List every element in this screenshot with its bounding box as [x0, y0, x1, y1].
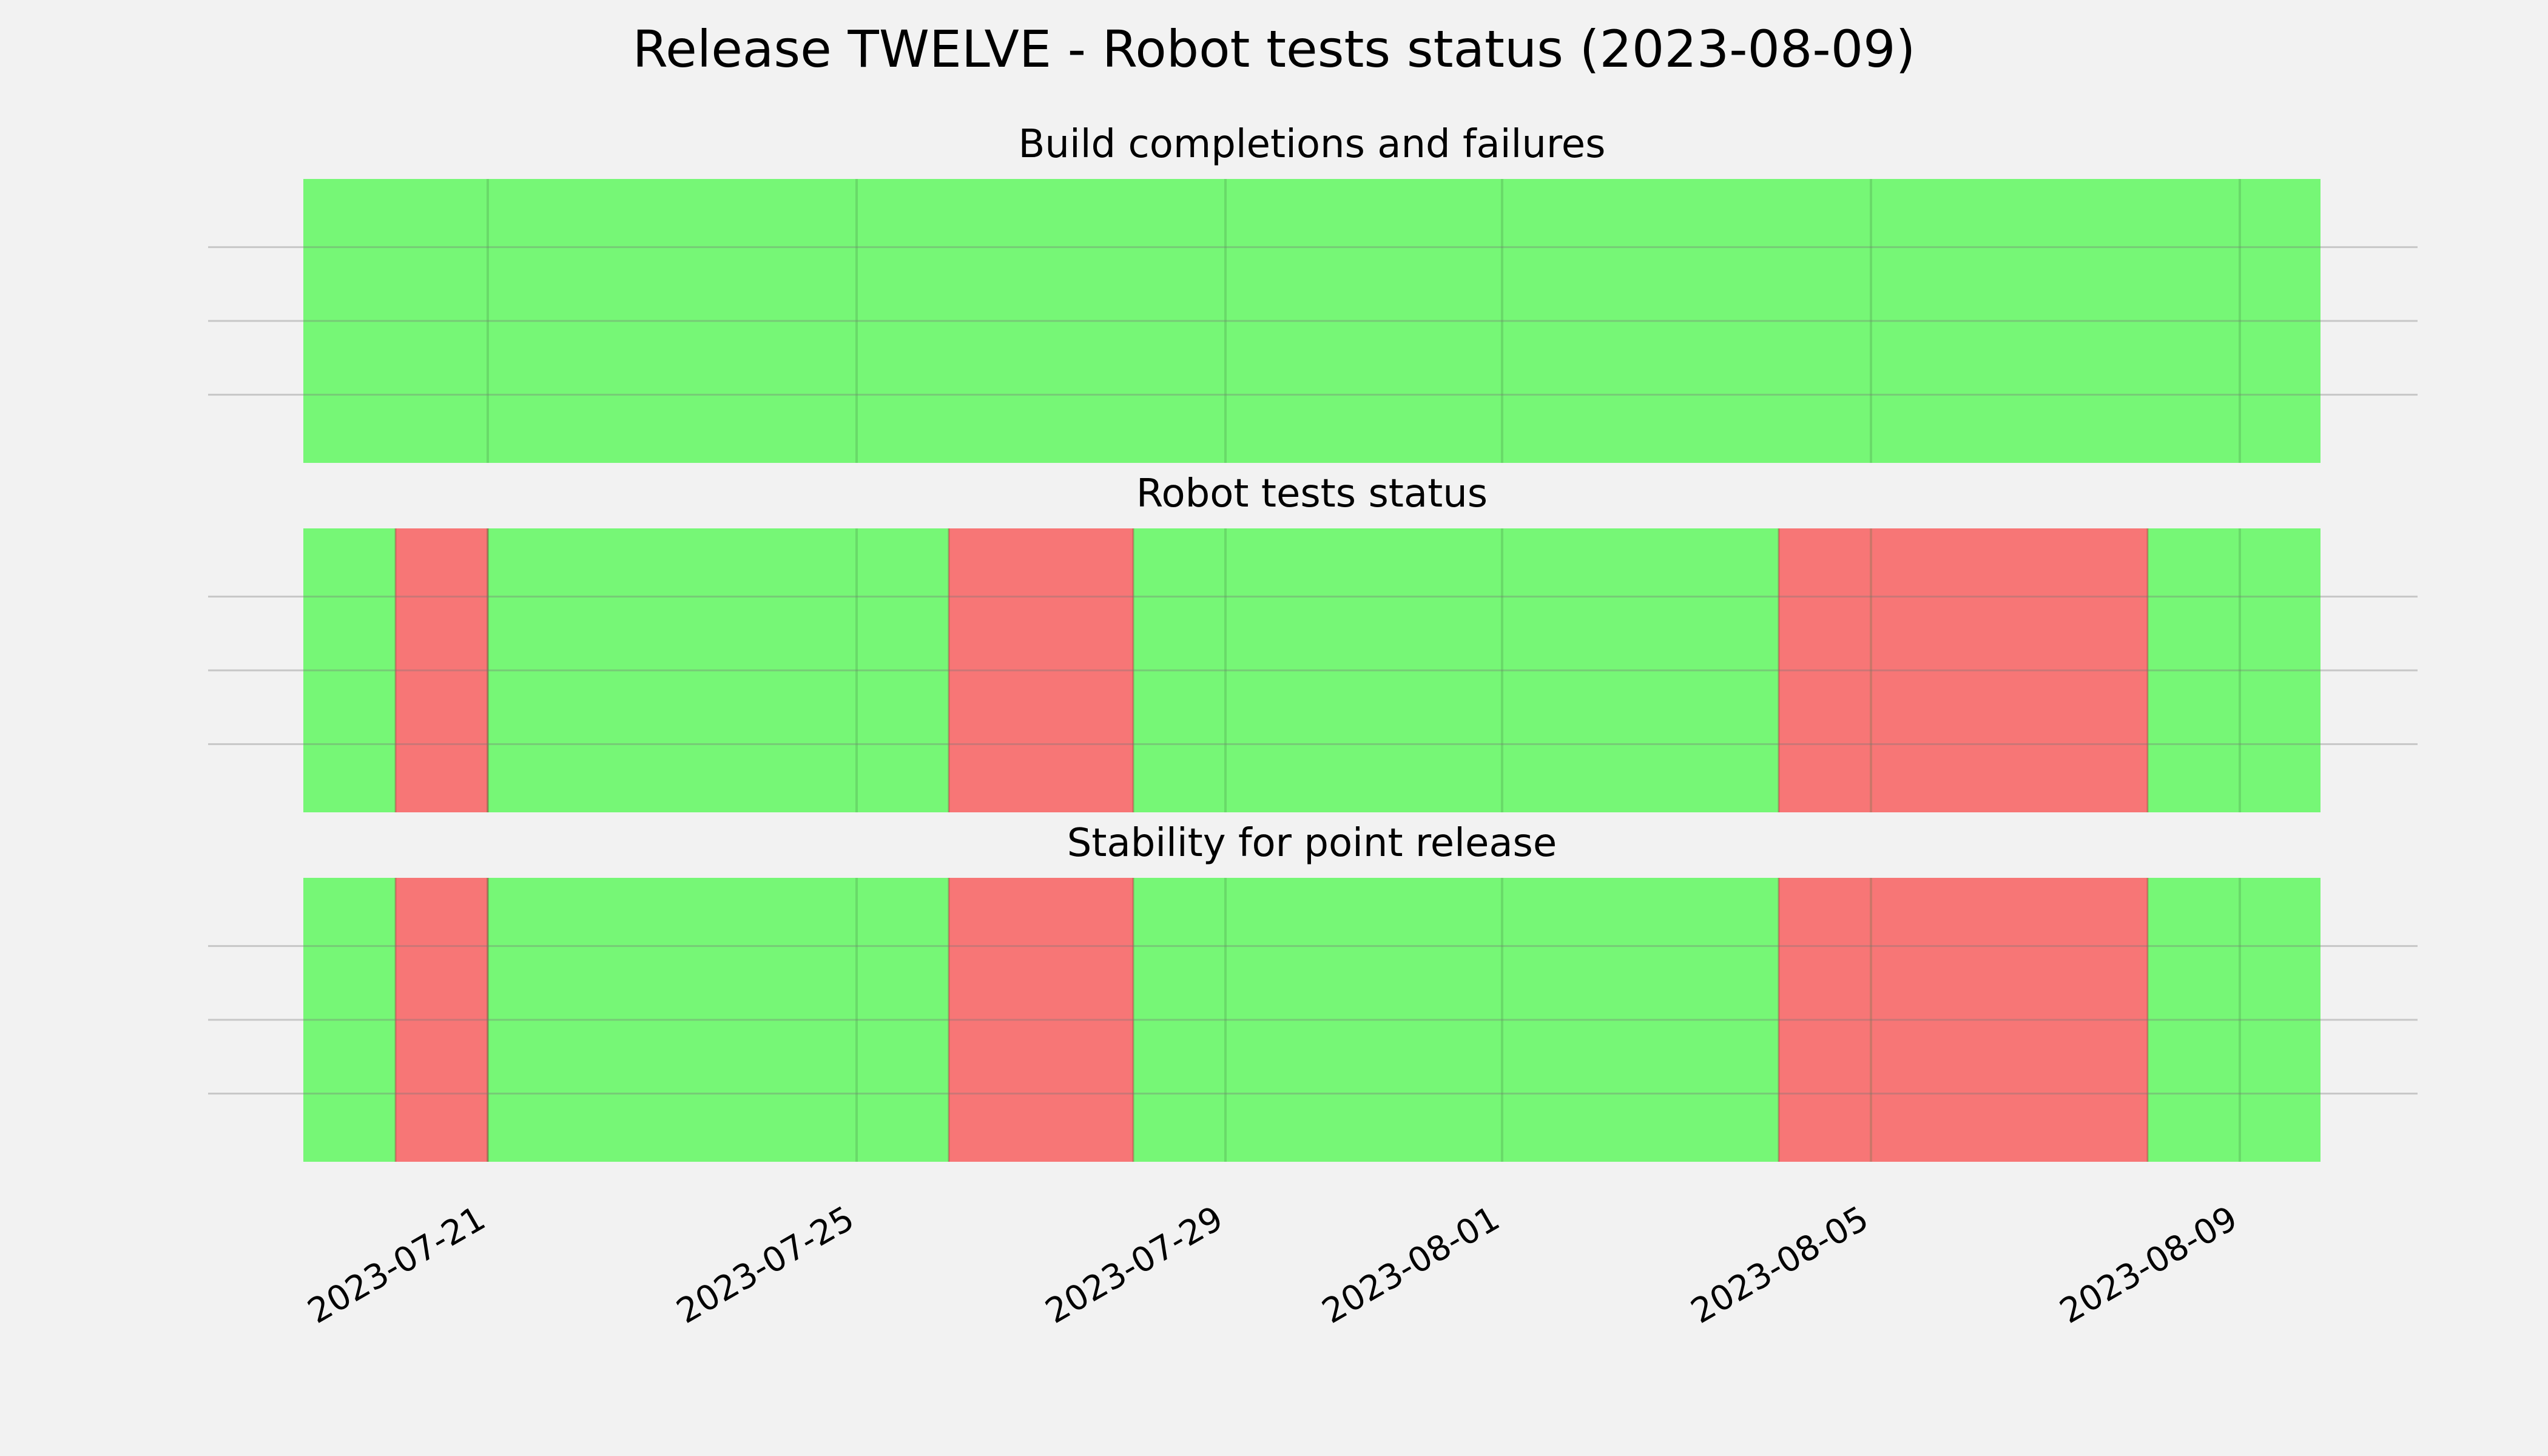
- status-segment-pass: [303, 179, 2320, 463]
- status-segment-pass: [488, 878, 949, 1162]
- panel-title: Robot tests status: [1136, 471, 1488, 516]
- status-segment-fail: [396, 528, 488, 812]
- status-segment-pass: [303, 878, 396, 1162]
- status-segment-pass: [303, 528, 396, 812]
- status-segment-pass: [488, 528, 949, 812]
- status-segment-pass: [2148, 878, 2320, 1162]
- status-segment-pass: [1133, 528, 1779, 812]
- panel-title: Build completions and failures: [1019, 122, 1606, 167]
- panels-group: Build completions and failures Robot test…: [208, 122, 2418, 1162]
- panel-title: Stability for point release: [1067, 821, 1557, 866]
- status-segment-fail: [1779, 878, 2148, 1162]
- status-segment-pass: [1133, 878, 1779, 1162]
- status-segment-fail: [949, 878, 1133, 1162]
- panel-2: Robot tests status: [208, 471, 2418, 812]
- status-segment-pass: [2148, 528, 2320, 812]
- panel-3: Stability for point release: [208, 821, 2418, 1162]
- status-segment-fail: [949, 528, 1133, 812]
- status-segment-fail: [396, 878, 488, 1162]
- panel-1: Build completions and failures: [208, 122, 2418, 463]
- status-segment-fail: [1779, 528, 2148, 812]
- chart-title: Release TWELVE - Robot tests status (202…: [633, 19, 1916, 79]
